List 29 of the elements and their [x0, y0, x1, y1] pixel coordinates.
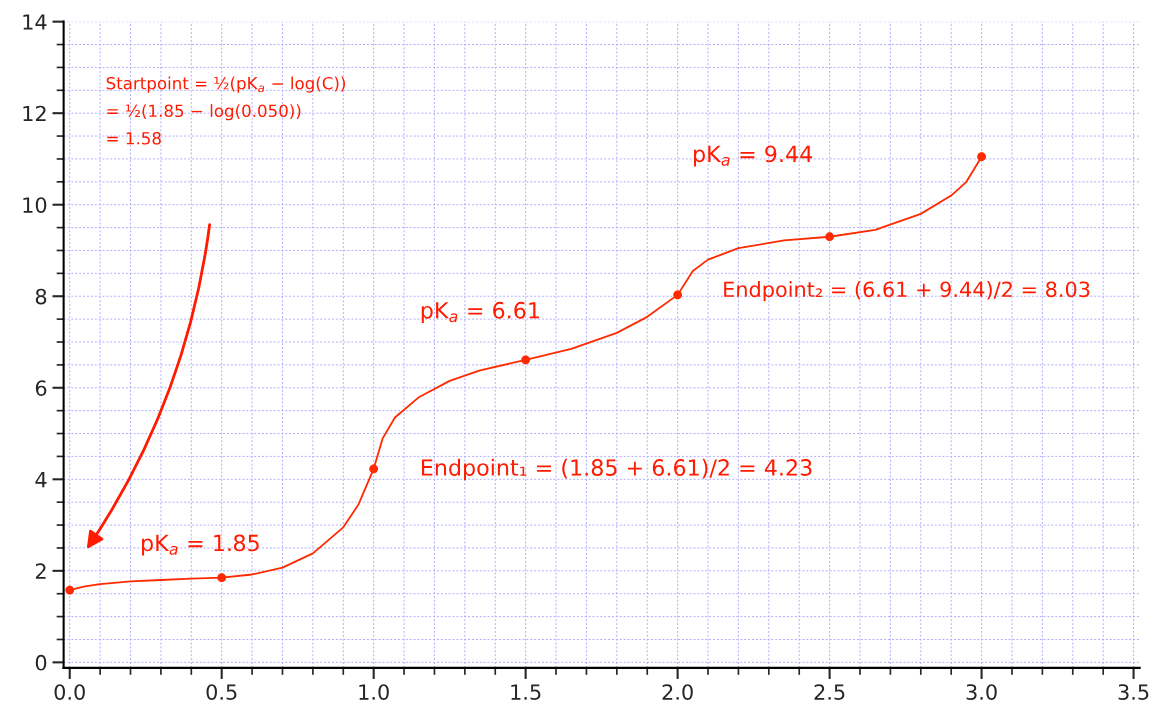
point: [369, 464, 379, 474]
point: [977, 152, 986, 162]
y-tick-label: 12: [23, 105, 46, 122]
annotation: Endpoint₂ = (6.61 + 9.44)/2 = 8.03: [724, 281, 1090, 302]
annotation: Startpoint = ½(pK$_{a}$ − log(C)) = ½(1.85 − log(0.050)) = 1.58: [106, 76, 345, 145]
annotation: pK$_{a}$ = 6.61: [421, 301, 539, 323]
x-tick-label: 0.5: [206, 684, 237, 700]
x-tick-label: 0.0: [54, 684, 85, 700]
x-tick-label: 2.0: [662, 684, 693, 700]
x-tick-label: 3.0: [966, 684, 997, 700]
y-tick-label: 14: [23, 14, 47, 30]
annotation: pK$_{a}$ = 9.44: [694, 145, 813, 167]
y-tick-label: 10: [23, 197, 47, 213]
x-tick-label: 1.0: [359, 684, 389, 700]
point: [673, 290, 683, 300]
y-tick-label: 8: [35, 288, 47, 305]
y-tick-label: 2: [35, 563, 46, 579]
annotation: Endpoint₁ = (1.85 + 6.61)/2 = 4.23: [421, 458, 812, 481]
x-tick-label: 2.5: [814, 684, 845, 700]
y-tick-label: 0: [35, 654, 47, 671]
point: [825, 232, 834, 242]
x-tick-label: 3.5: [1118, 684, 1149, 700]
y-tick-label: 4: [35, 472, 47, 488]
point: [521, 355, 531, 365]
point: [217, 573, 227, 583]
x-tick-label: 1.5: [511, 684, 541, 700]
point: [65, 585, 75, 595]
annotation: pK$_{a}$ = 1.85: [142, 534, 259, 556]
y-tick-label: 6: [35, 380, 47, 396]
